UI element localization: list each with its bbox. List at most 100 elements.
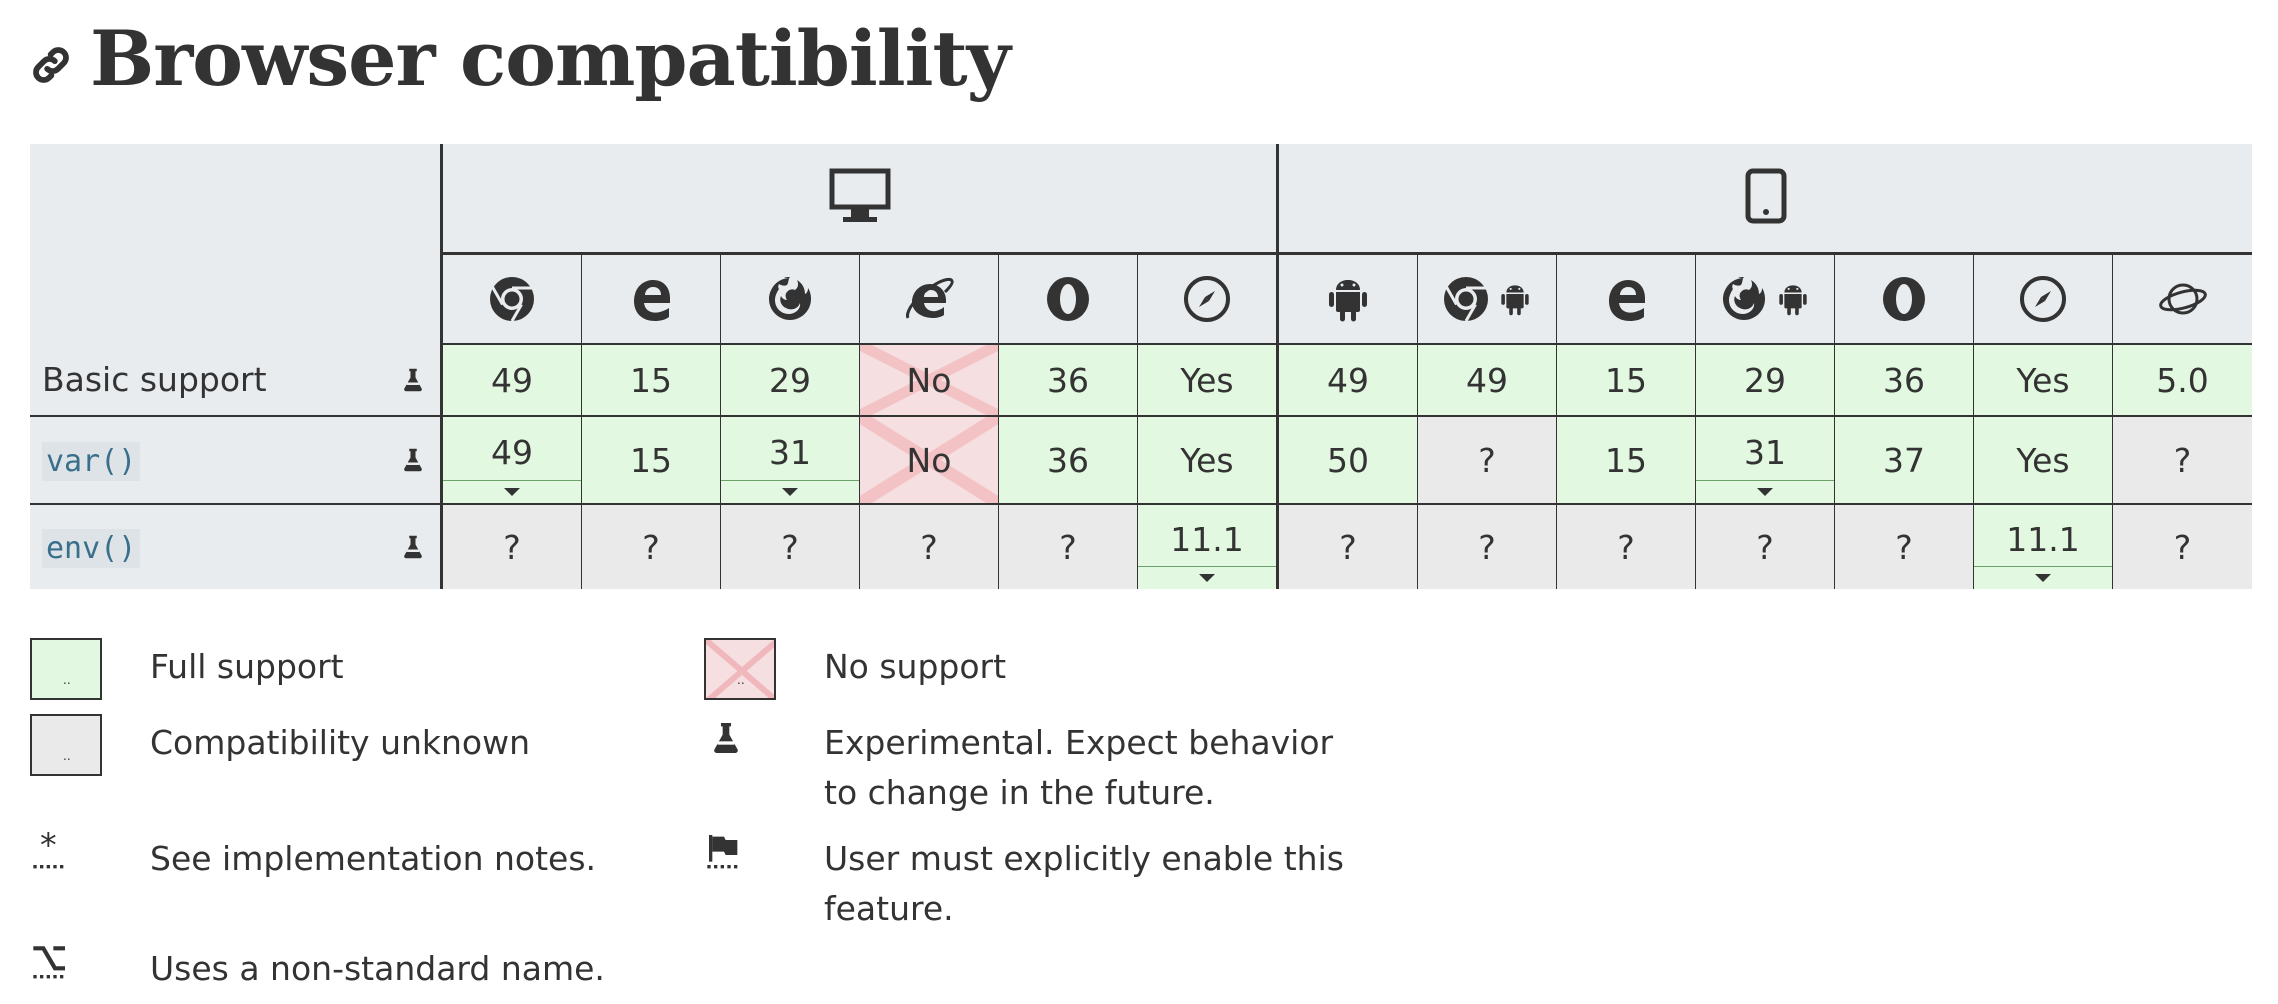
support-value: 5.0 [2156,360,2209,400]
support-value: ? [2173,527,2192,567]
support-cell: 36 [998,416,1138,505]
opera-icon [1879,277,1929,321]
legend-label: User must explicitly enable this feature… [824,839,1344,928]
support-value: ? [1478,440,1496,480]
legend-notes: * See implementation notes. [30,830,596,878]
support-value: 15 [1605,360,1647,400]
support-value: Yes [1180,360,1234,400]
expand-notes-icon[interactable] [1199,574,1215,582]
unknown-swatch: .. [30,714,102,776]
expand-notes-icon[interactable] [1757,488,1773,496]
chrome-icon [487,277,537,322]
support-cell[interactable]: 31 [1695,416,1835,505]
browser-header-edge [581,253,721,345]
support-cell: ? [581,504,721,589]
support-value: 49 [1327,360,1369,400]
support-cell[interactable]: 31 [720,416,860,505]
legend-label: No support [824,647,1007,686]
support-cell[interactable]: 49 [441,416,582,505]
support-value: ? [2173,440,2192,480]
support-cell: ? [1277,504,1418,589]
samsung-internet-icon [2158,283,2208,315]
feature-name-cell: var() [30,416,443,505]
support-cell: Yes [1137,416,1279,505]
support-cell: Yes [1973,344,2113,417]
support-cell: ? [1834,504,1974,589]
feature-name-cell: Basic support [30,344,443,417]
support-value: ? [1339,527,1357,567]
support-cell: ? [998,504,1138,589]
support-cell[interactable]: 11.1 [1137,504,1279,589]
no-support-cross-icon [860,417,998,502]
legend-label: Uses a non-standard name. [150,949,605,988]
support-value: 49 [1466,360,1508,400]
expand-notes-icon[interactable] [504,488,520,496]
expand-notes-icon[interactable] [2035,574,2051,582]
feature-name[interactable]: var() [42,441,141,481]
support-cell: No [859,416,999,505]
table-corner [30,144,443,344]
support-cell: 5.0 [2112,344,2252,417]
tablet-icon [1745,168,1786,224]
flask-icon [404,535,422,559]
feature-name[interactable]: env() [42,528,141,568]
browser-header-safari_ios [1973,253,2113,345]
support-cell: 49 [1277,344,1418,417]
legend-label: Compatibility unknown [150,723,531,762]
support-value: 50 [1327,440,1369,480]
no-support-cross-icon [706,640,774,698]
support-cell: 15 [1556,344,1696,417]
browser-header-firefox_android [1695,253,1835,345]
flask-icon [404,368,422,391]
support-value: 15 [630,440,672,480]
desktop-group-header [441,144,1279,255]
android-icon [1323,280,1373,322]
support-cell: 37 [1834,416,1974,505]
legend-label: Experimental. Expect behavior to change … [824,723,1334,812]
support-value: ? [1895,527,1913,567]
support-cell: ? [1417,416,1557,505]
support-cell: 49 [441,344,582,417]
table-row: var() 49 15 31 No 36 Yes 50? 15 31 37 Yes? [30,416,2252,505]
support-cell: ? [859,504,999,589]
support-cell: 49 [1417,344,1557,417]
feature-name: Basic support [42,360,267,399]
support-value: 37 [1883,440,1925,480]
section-heading: Browser compatibility [28,8,1011,108]
expand-notes-icon[interactable] [782,488,798,496]
support-cell: ? [1556,504,1696,589]
support-cell: 50 [1277,416,1418,505]
table-row: Basic support 49 15 29 No 36 Yes 49 49 15 29 36 Yes 5… [30,344,2252,417]
browser-header-chrome [441,253,582,345]
legend-experimental: Experimental. Expect behavior to change … [704,714,1333,812]
support-value: ? [1756,527,1774,567]
firefox-icon [765,277,815,320]
support-cell: Yes [1137,344,1279,417]
support-value: ? [1059,527,1077,567]
support-value: 11.1 [2006,519,2080,559]
notes-divider [1696,480,1834,481]
support-cell: 36 [998,344,1138,417]
feature-name-cell: env() [30,504,443,589]
support-value: ? [1478,527,1496,567]
asterisk-icon: * [33,830,67,869]
flask-icon [714,723,738,753]
support-value: No [906,360,952,400]
support-cell: 15 [1556,416,1696,505]
flag-icon [707,835,741,869]
support-value: Yes [1180,440,1234,480]
link-icon[interactable] [28,42,74,88]
support-cell: No [859,344,999,417]
support-value: 11.1 [1170,519,1244,559]
svg-text:*: * [40,830,57,865]
browser-header-safari [1137,253,1279,345]
support-value: 36 [1883,360,1925,400]
support-value: ? [503,527,521,567]
safari-icon [2018,276,2068,322]
support-value: ? [920,527,938,567]
support-value: 36 [1047,360,1089,400]
support-value: 49 [491,432,533,472]
support-cell: ? [2112,416,2252,505]
browser-header-opera [998,253,1138,345]
support-cell[interactable]: 11.1 [1973,504,2113,589]
